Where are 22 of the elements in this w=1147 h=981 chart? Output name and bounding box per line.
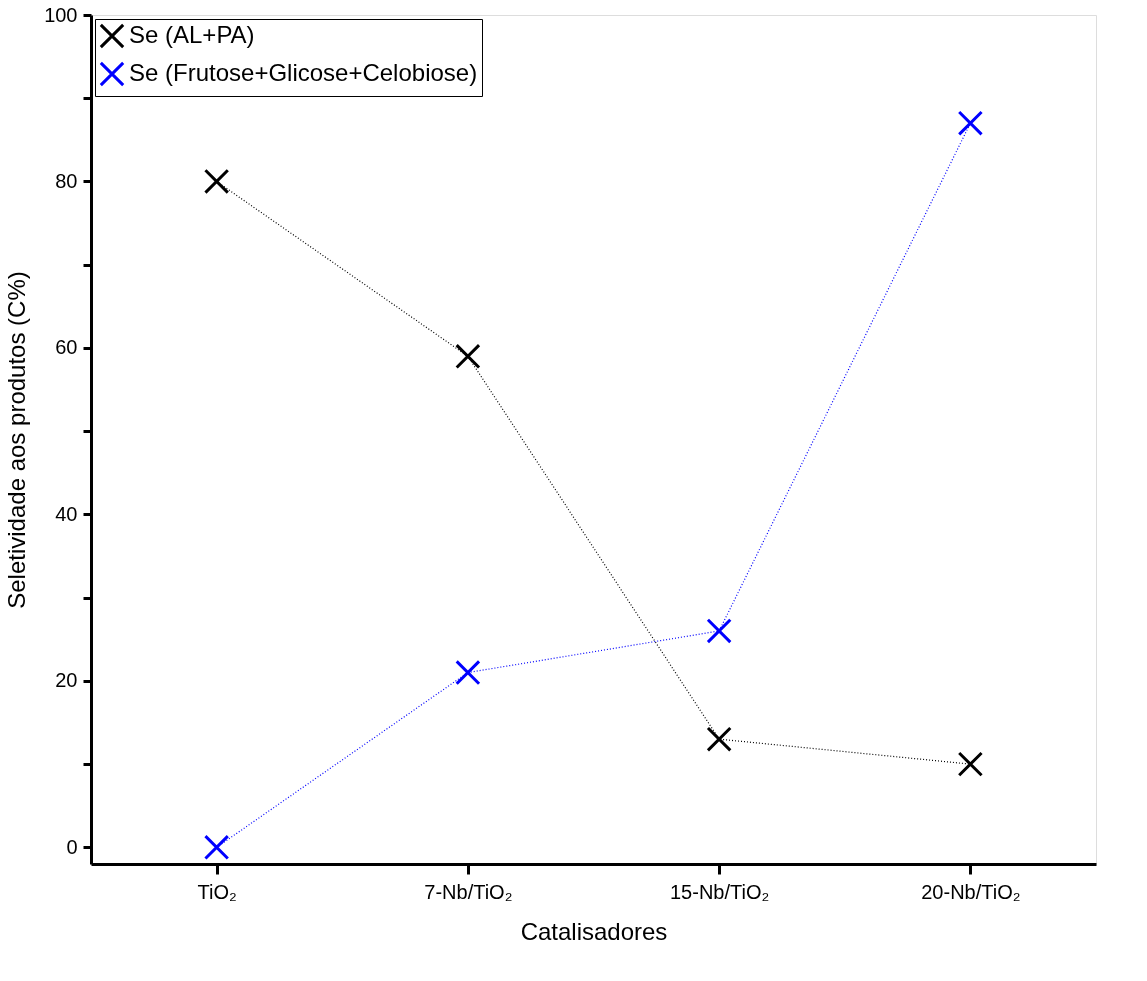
point — [957, 110, 984, 136]
x-tick-label: 7-Nb/TiO₂ — [424, 880, 513, 903]
legend-label: Se (Frutose+Glicose+Celobiose) — [129, 59, 478, 86]
y-axis-title: Seletividade aos produtos (C%) — [3, 271, 31, 609]
point — [706, 618, 732, 644]
y-tick-label: 40 — [55, 502, 78, 525]
legend-label: Se (AL+PA) — [129, 21, 255, 48]
x-tick-label: TiO₂ — [197, 880, 237, 903]
x-axis-title: Catalisadores — [520, 917, 668, 945]
point — [455, 343, 481, 369]
y-tick-label: 80 — [55, 169, 78, 192]
y-tick-label: 0 — [66, 835, 78, 858]
point — [455, 659, 481, 686]
x-tick-label: 15-Nb/TiO₂ — [669, 880, 770, 903]
point — [957, 751, 984, 777]
y-tick-label: 20 — [55, 669, 78, 692]
point — [706, 726, 732, 752]
point — [203, 834, 230, 861]
x-tick-label: 20-Nb/TiO₂ — [921, 880, 1021, 903]
y-tick-label: 100 — [44, 3, 78, 26]
y-tick-label: 60 — [55, 336, 78, 359]
point — [203, 168, 230, 195]
